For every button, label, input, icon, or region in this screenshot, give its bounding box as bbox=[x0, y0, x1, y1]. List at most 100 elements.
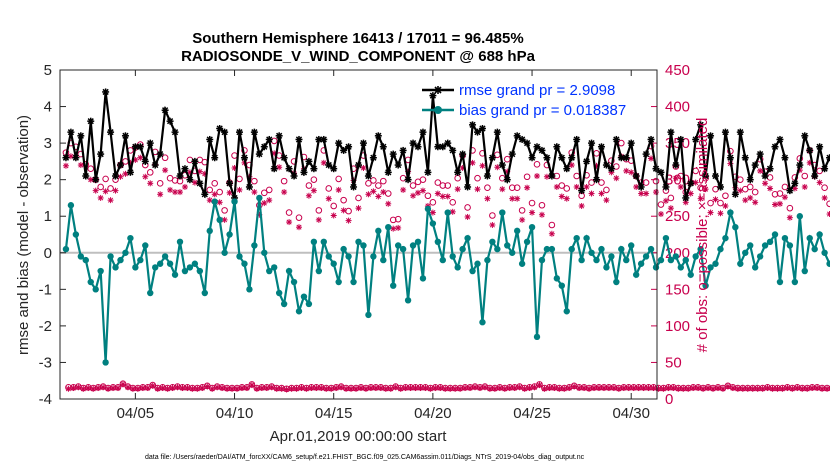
bias-point bbox=[112, 264, 119, 271]
rmse-point bbox=[662, 183, 670, 191]
bias-point bbox=[404, 297, 412, 304]
obs-assimilated-marker bbox=[526, 385, 533, 392]
obs-assimilated-marker bbox=[387, 385, 394, 392]
obs-assimilated-marker bbox=[380, 189, 387, 196]
obs-assimilated-marker bbox=[238, 385, 245, 392]
rmse-point bbox=[171, 128, 179, 136]
bias-point bbox=[122, 249, 129, 256]
bias-point bbox=[449, 253, 456, 260]
obs-possible-marker bbox=[449, 199, 457, 206]
obs-assimilated-marker bbox=[124, 384, 131, 391]
obs-assimilated-marker bbox=[444, 193, 451, 200]
obs-assimilated-marker bbox=[588, 190, 595, 197]
rmse-point bbox=[498, 161, 506, 169]
obs-assimilated-marker bbox=[90, 385, 97, 392]
obs-assimilated-marker bbox=[92, 187, 99, 194]
rmse-point bbox=[250, 128, 258, 136]
rmse-point bbox=[265, 135, 273, 143]
obs-assimilated-marker bbox=[667, 205, 674, 212]
obs-possible-marker bbox=[379, 177, 387, 185]
obs-possible-marker bbox=[518, 207, 526, 214]
y-axis-label: rmse and bias (model - observation) bbox=[15, 115, 32, 355]
rmse-point bbox=[255, 150, 263, 158]
bias-point bbox=[419, 275, 427, 282]
bias-point bbox=[117, 256, 124, 264]
rmse-point bbox=[107, 128, 115, 136]
obs-assimilated-marker bbox=[628, 169, 635, 176]
obs-assimilated-marker bbox=[457, 385, 464, 392]
obs-assimilated-marker bbox=[789, 385, 796, 392]
obs-assimilated-marker bbox=[338, 384, 345, 391]
obs-possible-marker bbox=[315, 207, 323, 214]
obs-assimilated-marker bbox=[705, 385, 712, 392]
obs-assimilated-marker bbox=[665, 385, 672, 392]
rmse-point bbox=[518, 135, 526, 143]
rmse-point bbox=[191, 157, 199, 165]
obs-assimilated-marker bbox=[700, 385, 707, 392]
obs-assimilated-marker bbox=[75, 384, 82, 391]
obs-assimilated-marker bbox=[330, 212, 337, 219]
obs-assimilated-marker bbox=[784, 385, 791, 392]
bias-point bbox=[786, 242, 794, 249]
obs-assimilated-marker bbox=[278, 385, 285, 392]
obs-assimilated-marker bbox=[538, 211, 545, 218]
bias-point bbox=[295, 308, 303, 315]
rmse-point bbox=[474, 128, 482, 136]
bias-point bbox=[707, 264, 714, 271]
bias-point bbox=[816, 231, 823, 238]
bias-point bbox=[623, 256, 630, 264]
chart-title-line1: Southern Hemisphere 16413 / 17011 = 96.4… bbox=[192, 30, 523, 47]
obs-possible-marker bbox=[474, 174, 481, 182]
obs-assimilated-marker bbox=[105, 385, 112, 392]
obs-assimilated-marker bbox=[578, 202, 585, 209]
bias-point bbox=[424, 205, 432, 213]
obs-possible-marker bbox=[206, 186, 214, 194]
bias-point bbox=[196, 267, 204, 275]
rmse-point bbox=[503, 176, 511, 184]
rmse-point bbox=[290, 172, 298, 180]
rmse-point bbox=[355, 161, 362, 169]
obs-assimilated-marker bbox=[712, 196, 719, 203]
obs-assimilated-marker bbox=[536, 382, 543, 389]
y-tick-label: 2 bbox=[44, 172, 52, 189]
obs-assimilated-marker bbox=[454, 186, 461, 193]
obs-assimilated-marker bbox=[340, 207, 347, 214]
obs-assimilated-marker bbox=[395, 224, 402, 231]
rmse-point bbox=[573, 135, 581, 143]
obs-assimilated-marker bbox=[514, 195, 521, 202]
obs-assimilated-marker bbox=[100, 384, 107, 391]
rmse-point bbox=[697, 121, 705, 129]
obs-assimilated-marker bbox=[345, 217, 352, 224]
bias-point bbox=[528, 223, 536, 231]
rmse-point bbox=[245, 183, 253, 191]
obs-assimilated-marker bbox=[229, 385, 236, 392]
obs-assimilated-marker bbox=[216, 199, 223, 206]
bias-point bbox=[578, 256, 585, 264]
rmse-point bbox=[543, 154, 551, 162]
bias-point bbox=[266, 267, 273, 275]
y-right-tick-label: 150 bbox=[665, 281, 690, 298]
obs-assimilated-marker bbox=[821, 194, 828, 201]
bias-point bbox=[216, 216, 223, 224]
obs-possible-marker bbox=[776, 190, 784, 197]
obs-assimilated-marker bbox=[476, 385, 483, 392]
obs-assimilated-marker bbox=[762, 180, 769, 187]
y-tick-label: 4 bbox=[44, 99, 52, 116]
obs-assimilated-marker bbox=[677, 183, 684, 190]
obs-assimilated-marker bbox=[553, 183, 560, 190]
rmse-point bbox=[771, 143, 779, 151]
rmse-point bbox=[493, 128, 501, 136]
bias-point bbox=[211, 198, 218, 205]
obs-assimilated-marker bbox=[372, 385, 379, 392]
rmse-point bbox=[97, 150, 105, 158]
rmse-point bbox=[806, 146, 814, 154]
obs-assimilated-marker bbox=[224, 385, 231, 392]
y-tick-label: -4 bbox=[39, 391, 52, 408]
obs-assimilated-marker bbox=[184, 385, 191, 392]
obs-assimilated-marker bbox=[362, 385, 369, 392]
obs-possible-marker bbox=[146, 169, 154, 176]
obs-possible-marker bbox=[424, 192, 432, 200]
obs-assimilated-marker bbox=[169, 385, 176, 392]
y-right-tick-label: 450 bbox=[665, 62, 690, 79]
